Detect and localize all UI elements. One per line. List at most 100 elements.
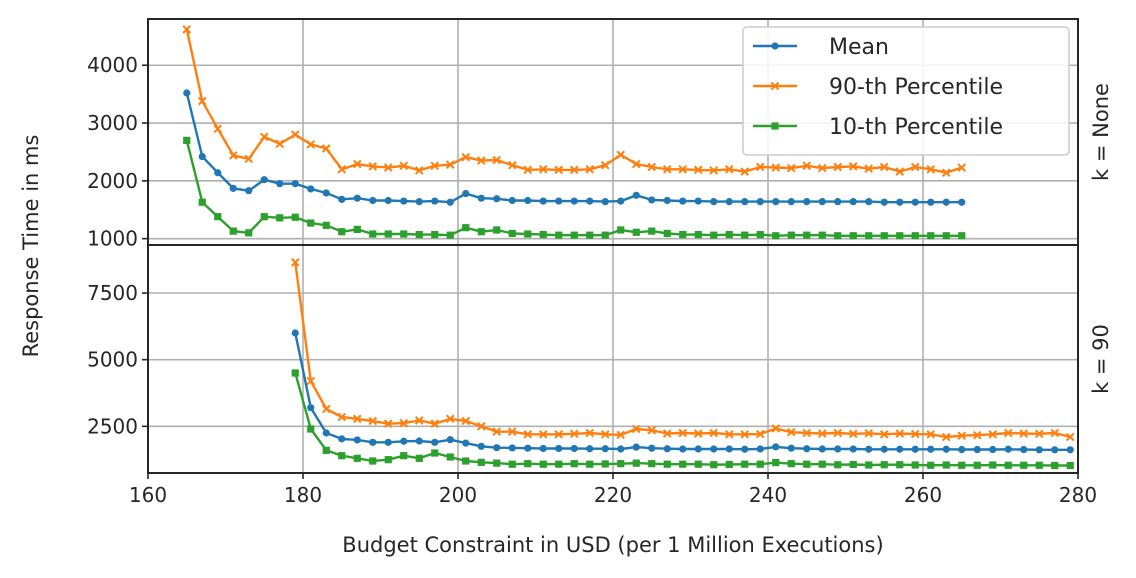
data-point — [848, 162, 858, 171]
data-point — [865, 232, 873, 240]
x-axis-ticks: 160 180 200 220 240 260 280 — [129, 473, 1097, 507]
data-point — [942, 461, 950, 469]
series-90-th-percentile — [290, 258, 1075, 442]
data-point — [663, 445, 671, 453]
data-point — [818, 231, 826, 239]
data-point — [725, 230, 733, 239]
data-point — [834, 445, 842, 453]
data-point — [476, 156, 486, 165]
panel-top-series — [182, 25, 967, 240]
data-point — [910, 162, 920, 172]
data-point — [786, 163, 796, 173]
data-point — [632, 459, 640, 467]
data-point — [864, 164, 874, 174]
data-point — [555, 231, 563, 239]
y-tick-label: 7500 — [87, 281, 138, 305]
data-point — [182, 25, 192, 34]
data-point — [430, 419, 440, 428]
data-point — [337, 412, 347, 422]
data-point — [694, 230, 702, 239]
data-point — [647, 162, 657, 172]
data-point — [941, 168, 951, 178]
data-point — [741, 445, 749, 453]
data-point — [399, 418, 409, 428]
data-point — [384, 196, 392, 205]
data-point — [786, 427, 796, 437]
data-point — [679, 445, 687, 453]
data-point — [1019, 429, 1029, 438]
data-point — [415, 230, 423, 239]
data-point — [493, 444, 501, 452]
y-tick-label: 2000 — [87, 169, 138, 193]
data-point — [756, 460, 764, 468]
data-point — [787, 460, 795, 468]
data-point — [276, 214, 284, 222]
data-point — [941, 432, 951, 442]
data-point — [849, 198, 857, 206]
data-point — [276, 180, 284, 188]
data-point — [183, 136, 191, 144]
data-point — [507, 427, 517, 436]
data-point — [600, 160, 610, 170]
data-point — [911, 232, 919, 240]
data-point — [555, 460, 563, 468]
y-tick-label: 5000 — [87, 348, 138, 372]
data-point — [648, 227, 656, 235]
data-point — [307, 425, 315, 433]
y-axis-label: Response Time in ms — [19, 135, 43, 358]
data-point — [431, 438, 439, 446]
data-point — [926, 430, 936, 439]
data-point — [600, 430, 610, 439]
data-point — [617, 460, 625, 468]
data-point — [477, 458, 485, 466]
data-point — [617, 226, 625, 234]
data-point — [383, 419, 393, 428]
data-point — [927, 232, 935, 240]
legend-box — [742, 26, 1070, 156]
facet-label-k-90: k = 90 — [1089, 324, 1113, 394]
data-point — [617, 445, 625, 453]
data-point — [586, 231, 594, 239]
data-point — [879, 430, 889, 439]
data-point — [958, 445, 966, 454]
data-point — [1004, 461, 1012, 469]
legend: Mean 90-th Percentile 10-th Percentile — [742, 26, 1070, 156]
data-point — [725, 460, 733, 469]
data-point — [492, 427, 502, 436]
data-point — [849, 445, 857, 453]
series-90-th-percentile — [182, 25, 967, 178]
x-axis-label: Budget Constraint in USD (per 1 Million … — [342, 533, 883, 557]
data-point — [229, 227, 237, 235]
data-point — [741, 460, 749, 468]
data-point — [539, 460, 547, 468]
data-point — [353, 194, 361, 202]
x-tick-label: 180 — [284, 483, 322, 507]
data-point — [833, 162, 843, 172]
legend-label: 10-th Percentile — [829, 115, 1003, 140]
data-point — [848, 429, 858, 439]
data-point — [865, 461, 873, 469]
data-point — [756, 230, 764, 239]
data-point — [260, 213, 268, 221]
legend-item: 10-th Percentile — [753, 115, 1003, 140]
data-point — [291, 180, 299, 188]
data-point — [275, 139, 285, 149]
data-point — [384, 230, 392, 238]
data-point — [601, 460, 609, 468]
data-point — [477, 442, 485, 450]
data-point — [524, 230, 532, 238]
data-point — [477, 228, 485, 236]
data-point — [291, 329, 299, 337]
data-point — [290, 130, 300, 139]
data-point — [895, 429, 905, 438]
series-mean — [183, 89, 966, 206]
panel-bottom-series — [290, 258, 1075, 470]
data-point — [958, 232, 966, 240]
data-point — [694, 445, 702, 453]
legend-swatch-marker — [771, 122, 779, 130]
data-point — [197, 96, 207, 106]
data-point — [508, 444, 516, 452]
data-point — [291, 369, 299, 377]
data-point — [214, 169, 222, 177]
